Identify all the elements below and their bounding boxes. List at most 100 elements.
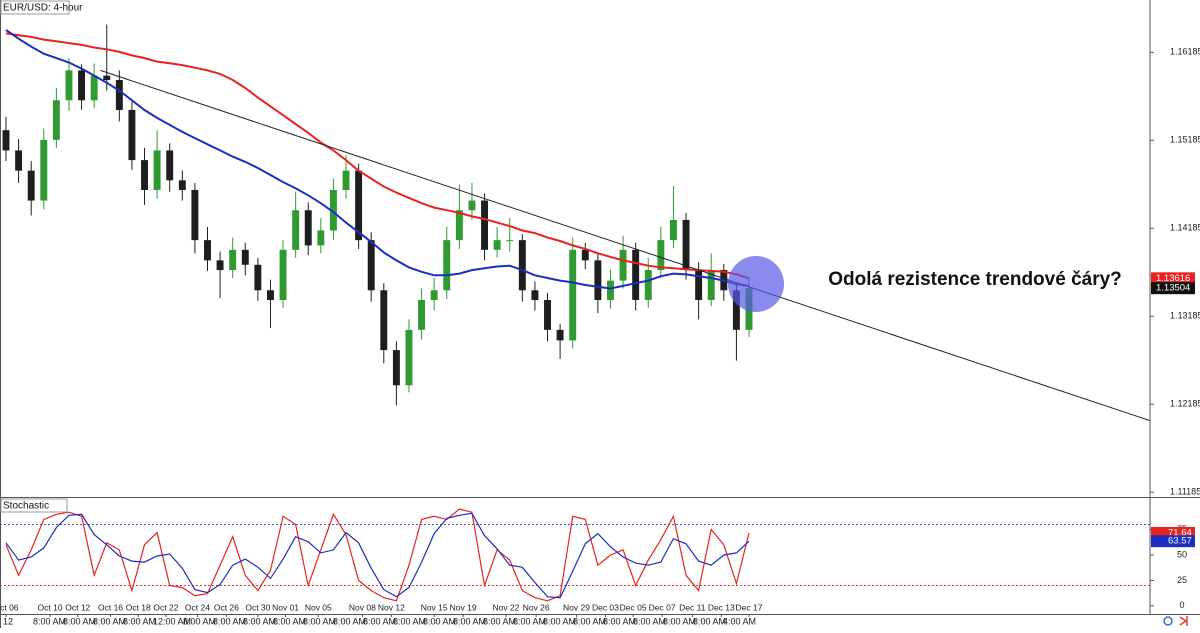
- candle-body: [594, 260, 602, 300]
- moving-average: [5, 29, 750, 290]
- indicator-box: [0, 498, 68, 513]
- x-tick-label: Nov 19: [450, 602, 477, 612]
- candle-body: [607, 280, 614, 300]
- candle-body: [216, 260, 224, 271]
- price-badge: [1151, 272, 1195, 285]
- x-tick-label: Dec 03: [592, 602, 619, 612]
- candle-body: [52, 100, 60, 140]
- candle-body: [556, 329, 564, 341]
- candle-body: [27, 170, 35, 201]
- candle-body: [418, 299, 426, 330]
- candle-body: [229, 249, 237, 271]
- y-tick-label: 1.11185: [1170, 487, 1200, 497]
- x-tick-label: Nov 05: [305, 602, 332, 612]
- x-tick-label: Nov 22: [492, 602, 519, 612]
- candle-body: [632, 249, 640, 300]
- x-tick-label: Nov 12: [378, 602, 405, 612]
- candle-body: [544, 299, 551, 330]
- candle-body: [581, 249, 589, 261]
- time-axis-label: 12:00 AM: [153, 616, 191, 626]
- x-tick-label: Oct 22: [153, 602, 178, 612]
- x-tick-label: Oct 12: [65, 602, 90, 612]
- candle-body: [15, 150, 23, 171]
- candle-body: [367, 240, 375, 291]
- x-tick-label: Oct 24: [185, 602, 210, 612]
- icon-goto[interactable]: [1179, 616, 1188, 626]
- candle-body: [493, 240, 501, 250]
- candle-body: [619, 249, 627, 281]
- toolbar-icons: [1163, 616, 1188, 626]
- candle-body: [254, 264, 262, 291]
- stochastic-panel: [0, 508, 1150, 602]
- candle-body: [380, 290, 388, 351]
- candle-body: [90, 75, 98, 101]
- x-tick-label: Oct 10: [38, 602, 63, 612]
- indicator-line: [5, 512, 750, 599]
- x-tick-label: Nov 29: [563, 602, 590, 612]
- time-axis-label: 8:00 AM: [303, 616, 336, 626]
- candle-body: [695, 270, 703, 300]
- candle-body: [65, 70, 73, 101]
- x-tick-label: Nov 08: [349, 602, 376, 612]
- x-tick-label: Dec 07: [649, 602, 676, 612]
- y-tick-label: 50: [1177, 549, 1187, 559]
- time-axis-label: 8:00 AM: [63, 616, 96, 626]
- x-tick-label: Oct 30: [245, 602, 270, 612]
- x-tick-label: Dec 13: [708, 602, 735, 612]
- candle-body: [103, 75, 111, 81]
- annotation: Odolá rezistence trendové čáry?: [828, 269, 1122, 290]
- candle-body: [455, 210, 463, 241]
- candle-body: [2, 130, 10, 151]
- candle-body: [266, 290, 274, 300]
- candle-body: [531, 290, 539, 300]
- candle-body: [355, 170, 363, 241]
- time-axis-label: 8:00 AM: [123, 616, 156, 626]
- price-badge-label: 1.13504: [1156, 283, 1190, 294]
- y-tick-label: 0: [1179, 600, 1184, 610]
- time-axis-label: 8:00 AM: [633, 616, 666, 626]
- x-tick-label: Dec 11: [679, 602, 706, 612]
- time-axis-label: 8:00 AM: [333, 616, 366, 626]
- time-axis-label: 8:00 AM: [273, 616, 306, 626]
- candle-body: [78, 70, 86, 101]
- y-tick-label: 1.14185: [1170, 223, 1200, 233]
- candle-body: [481, 200, 489, 250]
- time-axis-label: 8:00 AM: [213, 616, 246, 626]
- candle-body: [669, 219, 677, 241]
- time-axis-label: 8:00 AM: [93, 616, 126, 626]
- candle-body: [329, 190, 337, 231]
- icon-link[interactable]: [1163, 616, 1173, 626]
- time-axis-label: 8:00 AM: [363, 616, 396, 626]
- x-tick-label: Dec 17: [736, 602, 763, 612]
- time-axis-label: 8:00 AM: [33, 616, 66, 626]
- price-badge-label: 1.13616: [1156, 273, 1190, 284]
- candle-body: [342, 170, 350, 191]
- time-axis-label: 8:00 AM: [573, 616, 606, 626]
- value-badge: [1151, 535, 1195, 548]
- candle-body: [707, 270, 715, 300]
- candle-body: [191, 190, 199, 241]
- candle-body: [292, 210, 300, 250]
- indicator-title: Stochastic: [3, 501, 49, 512]
- candle-body: [166, 150, 174, 181]
- x-tick-label: Oct 16: [98, 602, 123, 612]
- y-tick-label: 1.15185: [1170, 135, 1200, 145]
- time-axis-label: 8:00 AM: [603, 616, 636, 626]
- candle-body: [279, 249, 287, 300]
- title-box: [0, 0, 70, 15]
- trendline: [100, 69, 1150, 421]
- price-badge: [1151, 282, 1195, 295]
- candle-body: [732, 290, 740, 330]
- value-badge-label: 71.64: [1168, 527, 1192, 538]
- candle-body: [128, 109, 136, 161]
- chart-title: EUR/USD: 4-hour: [3, 3, 83, 14]
- time-axis-label: 8:00 AM: [453, 616, 486, 626]
- x-tick-label: Nov 15: [421, 602, 448, 612]
- main-panel: [2, 24, 1150, 421]
- candle-body: [682, 219, 690, 271]
- value-badge-label: 63.57: [1168, 536, 1192, 547]
